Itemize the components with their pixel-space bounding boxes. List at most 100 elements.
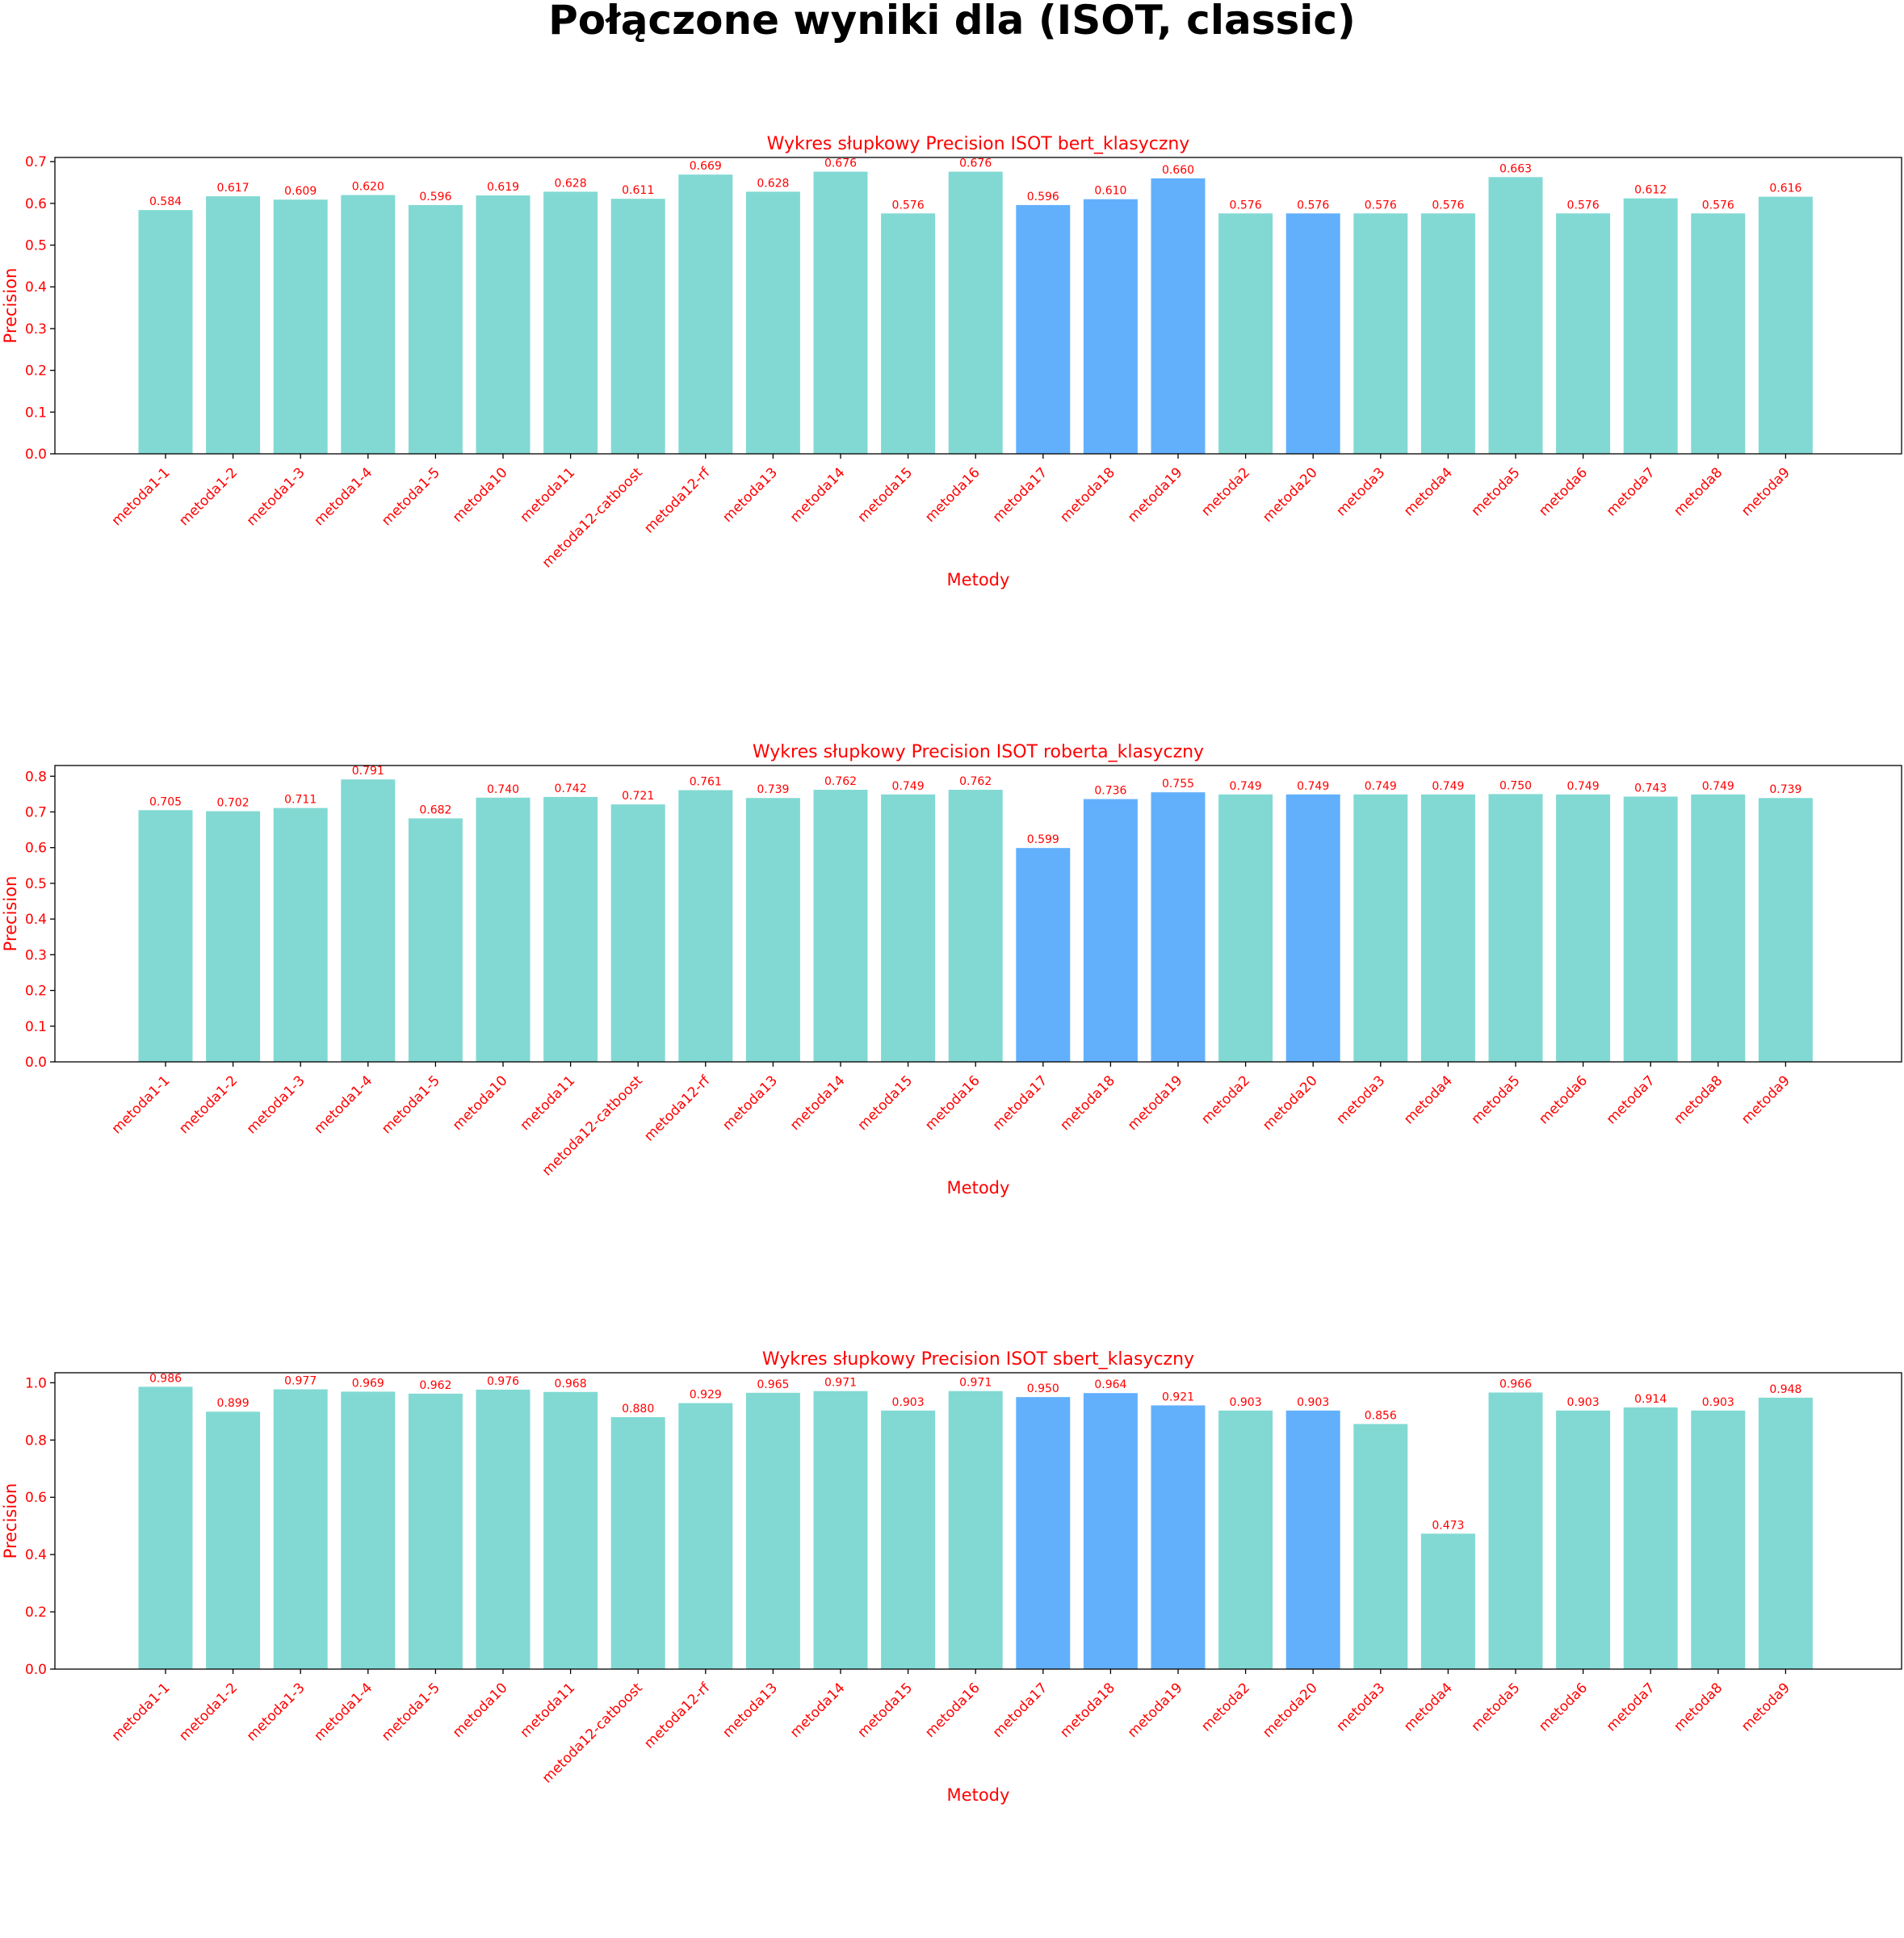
bar-metoda4 bbox=[1420, 1533, 1475, 1669]
value-label-metoda20: 0.749 bbox=[1297, 780, 1329, 793]
y-axis-label: Precision bbox=[1, 1483, 20, 1559]
value-label-metoda8: 0.749 bbox=[1702, 780, 1734, 793]
x-tick-label-metoda1-4: metoda1-4 bbox=[311, 1072, 375, 1137]
bar-metoda1-2 bbox=[206, 196, 261, 454]
x-tick-label-metoda1-1: metoda1-1 bbox=[109, 1680, 174, 1744]
bar-metoda1-4 bbox=[341, 1391, 396, 1669]
bar-metoda6 bbox=[1556, 794, 1611, 1062]
bar-metoda8 bbox=[1691, 1410, 1746, 1669]
value-label-metoda4: 0.576 bbox=[1432, 199, 1464, 212]
bar-metoda12-catboost bbox=[610, 804, 665, 1062]
x-tick-label-metoda4: metoda4 bbox=[1401, 1072, 1456, 1127]
bar-metoda12-rf bbox=[678, 174, 733, 454]
bar-metoda17 bbox=[1016, 1397, 1071, 1669]
x-tick-label-metoda17: metoda17 bbox=[990, 464, 1051, 526]
y-tick-label: 1.0 bbox=[25, 1375, 47, 1391]
x-tick-label-metoda11: metoda11 bbox=[518, 1680, 579, 1741]
value-label-metoda5: 0.966 bbox=[1499, 1378, 1532, 1391]
x-tick-label-metoda17: metoda17 bbox=[990, 1680, 1051, 1741]
x-axis-label: Metody bbox=[947, 1178, 1010, 1198]
bar-metoda5 bbox=[1488, 794, 1543, 1062]
value-label-metoda18: 0.964 bbox=[1094, 1378, 1126, 1391]
bar-metoda20 bbox=[1285, 1410, 1340, 1669]
value-label-metoda19: 0.755 bbox=[1162, 778, 1194, 791]
bar-metoda10 bbox=[476, 1389, 531, 1669]
y-tick-label: 0.7 bbox=[25, 804, 47, 820]
bar-metoda12-rf bbox=[678, 790, 733, 1062]
bar-metoda8 bbox=[1691, 213, 1746, 454]
bar-metoda1-2 bbox=[206, 811, 261, 1062]
bar-metoda2 bbox=[1218, 1410, 1273, 1669]
bar-metoda1-3 bbox=[273, 1389, 328, 1669]
value-label-metoda12-catboost: 0.721 bbox=[622, 790, 654, 803]
x-tick-label-metoda13: metoda13 bbox=[719, 464, 781, 526]
x-tick-label-metoda3: metoda3 bbox=[1333, 1072, 1388, 1127]
value-label-metoda10: 0.740 bbox=[487, 783, 519, 796]
value-label-metoda17: 0.596 bbox=[1027, 191, 1059, 203]
value-label-metoda3: 0.576 bbox=[1365, 199, 1397, 212]
value-label-metoda12-catboost: 0.880 bbox=[622, 1403, 654, 1416]
chart-panel-sbert: Wykres słupkowy Precision ISOT sbert_kla… bbox=[0, 1340, 1904, 1938]
value-label-metoda11: 0.628 bbox=[555, 177, 587, 190]
bar-metoda13 bbox=[745, 1392, 800, 1669]
bar-metoda1-1 bbox=[138, 210, 193, 454]
value-label-metoda12-rf: 0.669 bbox=[690, 160, 722, 173]
value-label-metoda1-5: 0.962 bbox=[419, 1379, 451, 1392]
x-tick-label-metoda1-4: metoda1-4 bbox=[311, 464, 375, 529]
bar-metoda13 bbox=[745, 798, 800, 1062]
x-tick-label-metoda19: metoda19 bbox=[1125, 1680, 1186, 1741]
x-tick-label-metoda14: metoda14 bbox=[787, 1680, 849, 1741]
x-tick-label-metoda1-2: metoda1-2 bbox=[176, 1680, 241, 1744]
bar-metoda10 bbox=[476, 797, 531, 1062]
bar-metoda16 bbox=[948, 790, 1003, 1062]
chart-title: Wykres słupkowy Precision ISOT bert_klas… bbox=[767, 134, 1190, 154]
bar-metoda1-5 bbox=[408, 204, 463, 454]
value-label-metoda14: 0.971 bbox=[824, 1377, 857, 1390]
value-label-metoda19: 0.660 bbox=[1162, 164, 1194, 177]
value-label-metoda7: 0.914 bbox=[1634, 1393, 1667, 1406]
y-tick-label: 0.5 bbox=[25, 238, 47, 254]
bar-metoda3 bbox=[1353, 1424, 1408, 1669]
bar-metoda9 bbox=[1758, 1397, 1813, 1669]
y-tick-label: 0.4 bbox=[25, 1547, 47, 1563]
value-label-metoda14: 0.762 bbox=[824, 775, 857, 788]
x-tick-label-metoda11: metoda11 bbox=[518, 464, 579, 526]
x-tick-label-metoda4: metoda4 bbox=[1401, 464, 1456, 519]
value-label-metoda1-4: 0.791 bbox=[352, 765, 384, 778]
x-tick-label-metoda7: metoda7 bbox=[1604, 464, 1659, 519]
value-label-metoda12-rf: 0.761 bbox=[690, 776, 722, 789]
x-tick-label-metoda10: metoda10 bbox=[450, 1680, 511, 1741]
value-label-metoda16: 0.762 bbox=[959, 775, 992, 788]
bar-metoda14 bbox=[813, 790, 868, 1062]
x-tick-label-metoda18: metoda18 bbox=[1057, 1680, 1118, 1741]
value-label-metoda5: 0.663 bbox=[1499, 162, 1532, 175]
value-label-metoda1-1: 0.986 bbox=[149, 1372, 182, 1385]
value-label-metoda1-5: 0.596 bbox=[419, 191, 451, 203]
bar-metoda3 bbox=[1353, 794, 1408, 1062]
bar-metoda2 bbox=[1218, 213, 1273, 454]
value-label-metoda1-4: 0.969 bbox=[352, 1377, 384, 1390]
x-tick-label-metoda15: metoda15 bbox=[855, 1680, 916, 1741]
bar-metoda4 bbox=[1420, 794, 1475, 1062]
x-tick-label-metoda5: metoda5 bbox=[1469, 1680, 1524, 1735]
x-tick-label-metoda9: metoda9 bbox=[1738, 1680, 1793, 1735]
y-tick-label: 0.4 bbox=[25, 279, 47, 296]
value-label-metoda20: 0.576 bbox=[1297, 199, 1329, 212]
value-label-metoda1-3: 0.609 bbox=[284, 185, 317, 198]
plot-frame bbox=[54, 1372, 1902, 1670]
bar-metoda1-5 bbox=[408, 818, 463, 1062]
x-tick-label-metoda1-4: metoda1-4 bbox=[311, 1680, 375, 1744]
x-tick-label-metoda9: metoda9 bbox=[1738, 464, 1793, 519]
value-label-metoda4: 0.473 bbox=[1432, 1519, 1464, 1532]
x-axis-label: Metody bbox=[947, 570, 1010, 589]
x-tick-label-metoda2: metoda2 bbox=[1198, 1072, 1253, 1127]
y-tick-label: 0.6 bbox=[25, 1490, 47, 1506]
x-tick-label-metoda8: metoda8 bbox=[1671, 1680, 1726, 1735]
value-label-metoda13: 0.739 bbox=[757, 783, 789, 796]
bar-chart-roberta: Wykres słupkowy Precision ISOT roberta_k… bbox=[1, 742, 1902, 1198]
value-label-metoda8: 0.903 bbox=[1702, 1396, 1734, 1409]
bar-metoda5 bbox=[1488, 1392, 1543, 1669]
value-label-metoda3: 0.856 bbox=[1365, 1409, 1397, 1422]
bar-metoda11 bbox=[543, 1391, 598, 1669]
x-tick-label-metoda13: metoda13 bbox=[719, 1680, 781, 1741]
